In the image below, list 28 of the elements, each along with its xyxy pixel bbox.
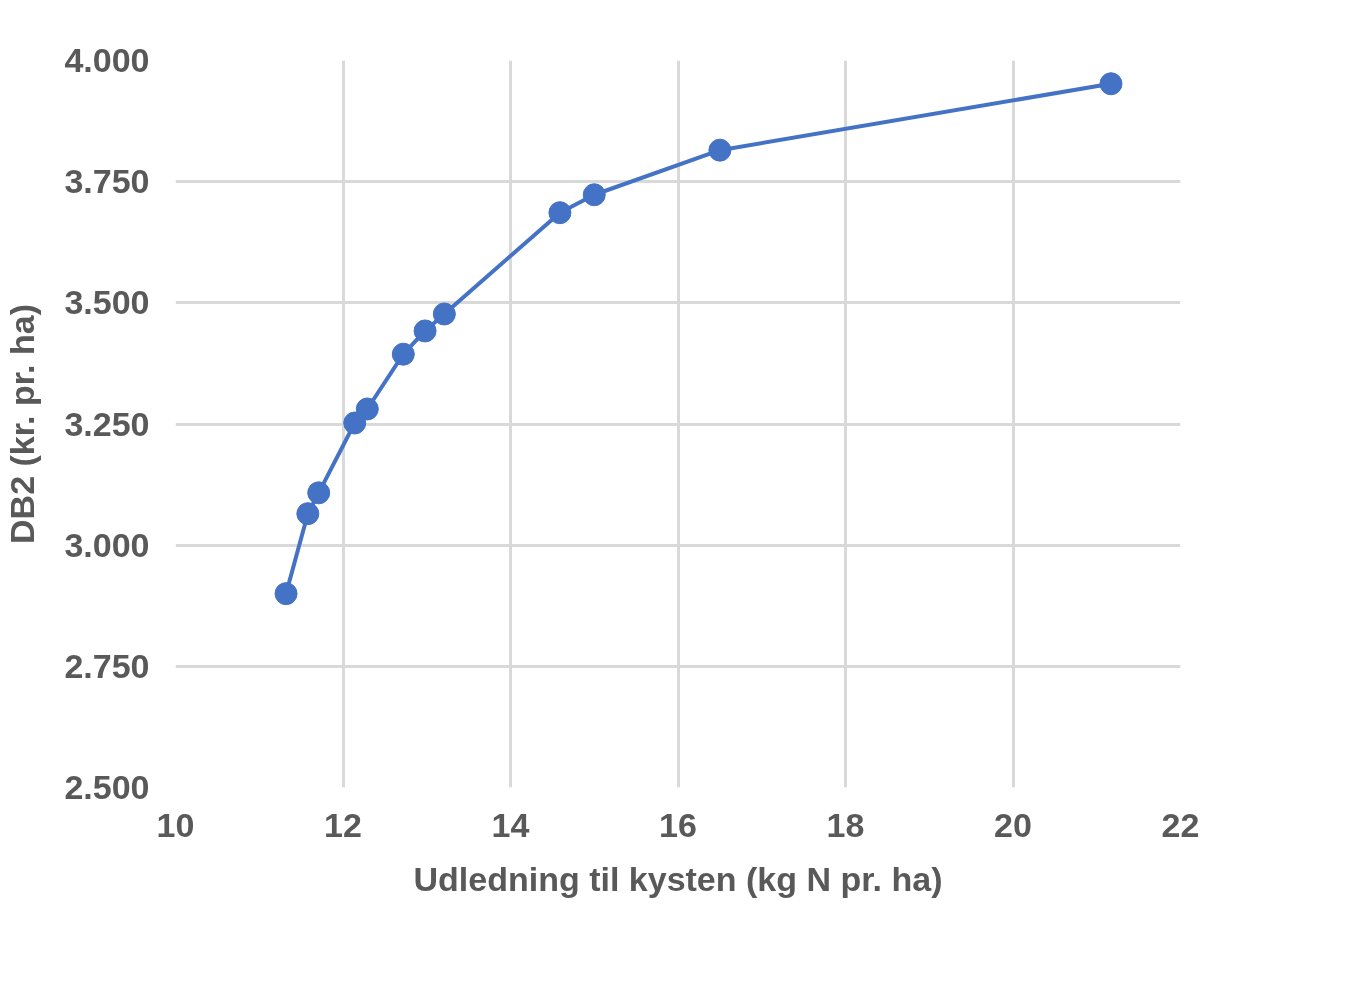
point [343,411,367,435]
point [307,481,331,505]
point [708,138,732,162]
y-tick-label: 3.500 [64,283,150,322]
y-tick-label: 3.750 [64,162,150,201]
y-tick-label: 4.000 [64,41,150,79]
point [413,319,437,343]
point [391,342,415,366]
point [355,397,379,421]
y-tick-label: 3.250 [64,404,150,443]
y-axis-title: DB2 (kr. pr. ha) [3,304,42,544]
point [274,582,298,606]
x-tick-label: 20 [994,805,1032,844]
y-tick-label: 2.500 [64,768,150,806]
y-tick-label: 2.750 [64,646,150,685]
point [1099,72,1123,96]
x-tick-label: 16 [659,805,697,844]
point [548,201,572,225]
x-tick-label: 14 [491,805,530,844]
y-tick-label: 3.000 [64,525,150,564]
x-axis-title: Udledning til kysten (kg N pr. ha) [413,859,943,898]
x-tick-label: 12 [324,805,362,844]
point [296,502,320,526]
x-tick-label: 22 [1161,805,1200,844]
point [432,302,456,326]
point [582,183,606,207]
x-tick-label: 18 [826,805,865,844]
x-tick-label: 10 [156,805,195,844]
